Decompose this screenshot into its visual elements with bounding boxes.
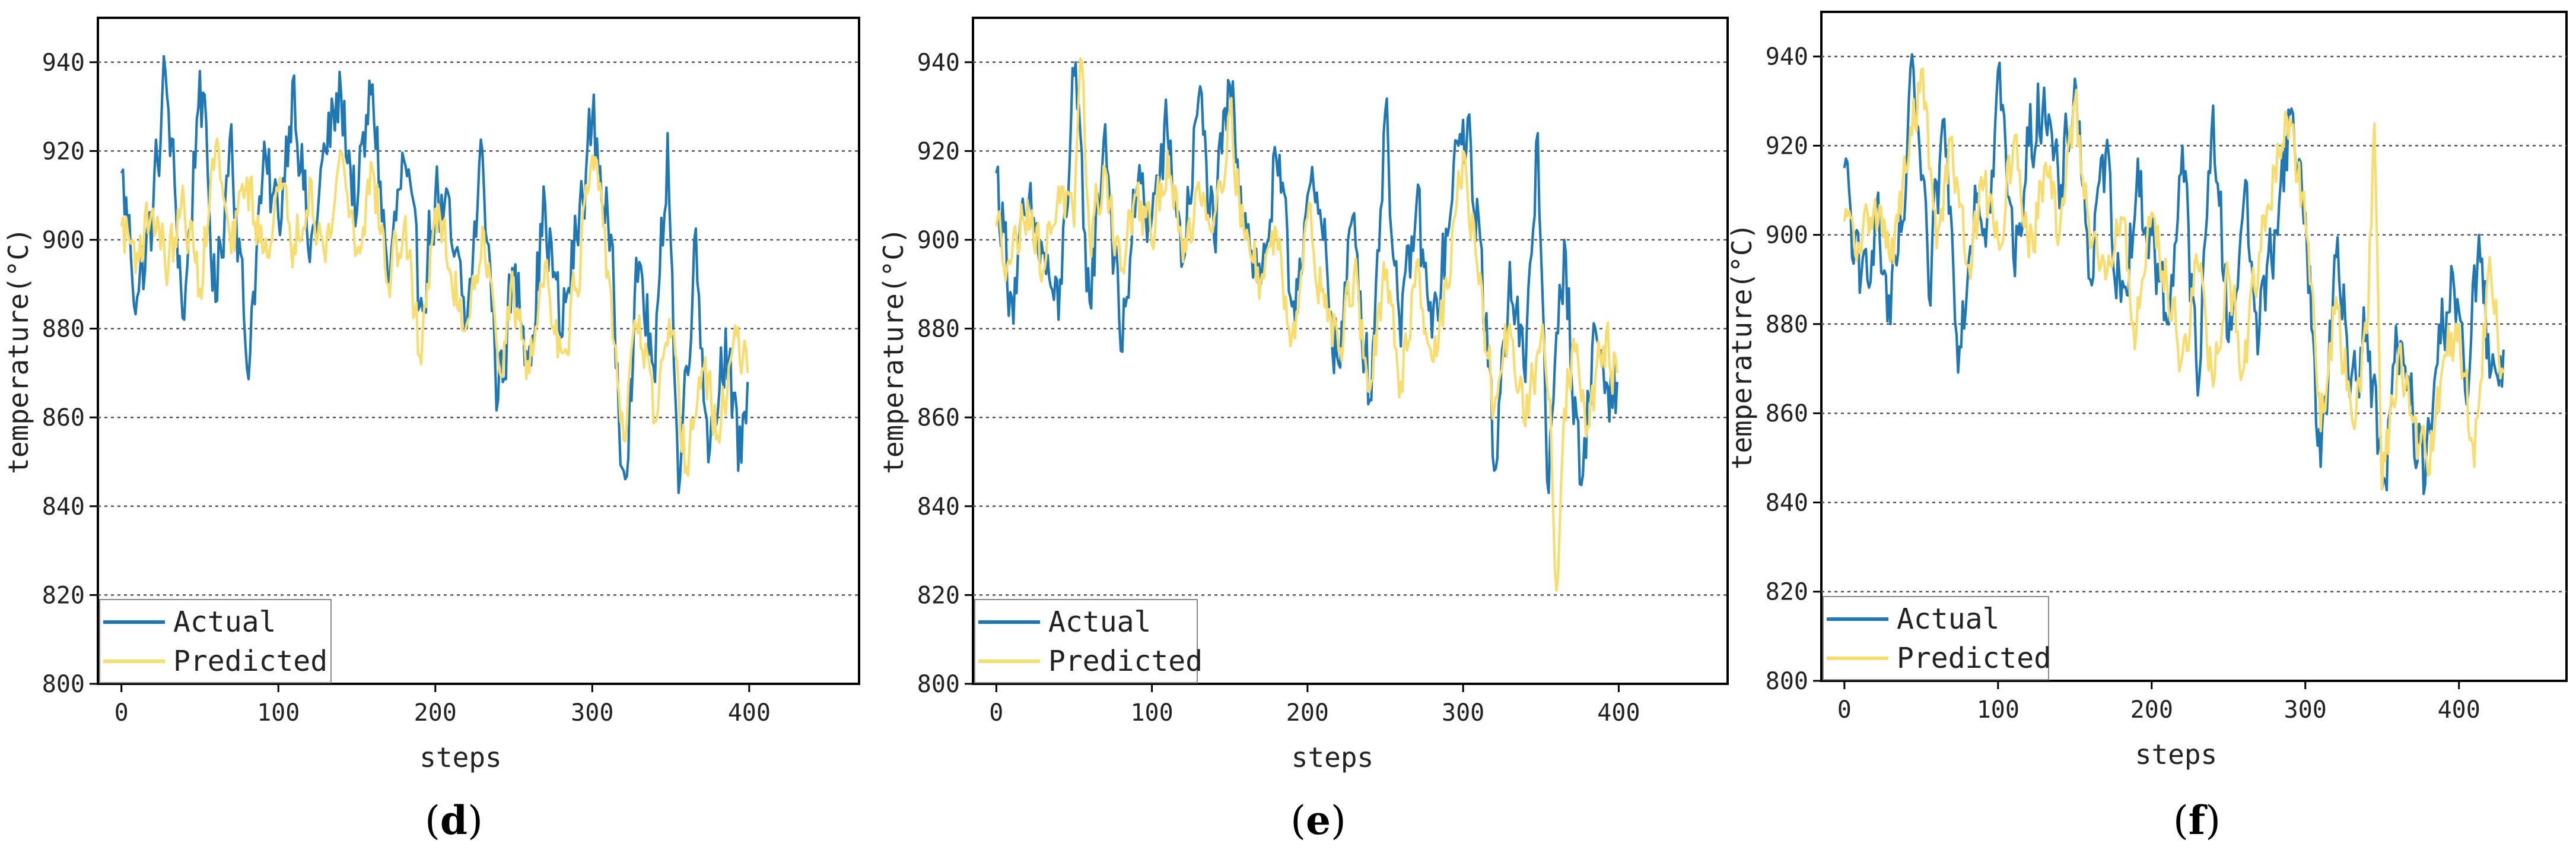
legend-box bbox=[974, 599, 1198, 683]
y-tick-label-940: 940 bbox=[42, 49, 85, 77]
series-layer bbox=[1843, 53, 2505, 496]
y-tick-label-820: 820 bbox=[917, 582, 960, 609]
y-tick-label-800: 800 bbox=[1766, 668, 1808, 695]
axis-ticks bbox=[965, 61, 1620, 692]
series-line-actual bbox=[1843, 53, 2505, 496]
legend-label-actual: Actual bbox=[1897, 603, 1999, 636]
x-tick-label-200: 200 bbox=[1286, 699, 1329, 727]
x-tick-label-300: 300 bbox=[2284, 696, 2327, 724]
plot-frame bbox=[972, 17, 1729, 685]
y-tick-label-820: 820 bbox=[42, 582, 85, 609]
x-tick-labels: 0 100 200 300 400 bbox=[1837, 696, 2480, 724]
panel-label: (d) bbox=[425, 797, 483, 844]
y-tick-label-860: 860 bbox=[1766, 400, 1808, 427]
y-tick-label-800: 800 bbox=[917, 671, 960, 698]
legend-label-actual: Actual bbox=[173, 605, 276, 639]
y-tick-label-920: 920 bbox=[917, 138, 960, 165]
plot-frame bbox=[97, 17, 860, 685]
chart-panel-d: 800 820 840 860 880 900 920 940 0 100 200 300 400 t… bbox=[2, 17, 860, 844]
y-tick-label-840: 840 bbox=[1766, 489, 1808, 516]
chart-panel-e: 800 820 840 860 880 900 920 940 0 100 200 300 400 t… bbox=[877, 17, 1729, 844]
legend: Actual Predicted bbox=[99, 599, 332, 683]
y-tick-label-920: 920 bbox=[1766, 132, 1808, 160]
panel-label: (e) bbox=[1290, 797, 1346, 844]
y-tick-label-940: 940 bbox=[1766, 43, 1808, 71]
legend: Actual Predicted bbox=[1823, 596, 2051, 680]
legend-label-predicted: Predicted bbox=[1897, 642, 2051, 675]
y-tick-label-860: 860 bbox=[917, 404, 960, 432]
axis-ticks bbox=[1813, 55, 2460, 689]
y-tick-label-800: 800 bbox=[42, 671, 85, 698]
y-tick-label-920: 920 bbox=[42, 138, 85, 165]
x-tick-labels: 0 100 200 300 400 bbox=[115, 699, 771, 727]
x-tick-label-100: 100 bbox=[257, 699, 300, 727]
x-axis-title: steps bbox=[419, 741, 501, 773]
y-axis-title: temperature(°C) bbox=[1726, 223, 1758, 470]
x-tick-labels: 0 100 200 300 400 bbox=[989, 699, 1640, 727]
y-tick-labels: 800 820 840 860 880 900 920 940 bbox=[1766, 43, 1808, 695]
y-tick-label-900: 900 bbox=[42, 227, 85, 254]
x-tick-label-200: 200 bbox=[414, 699, 457, 727]
series-line-predicted bbox=[1843, 67, 2505, 490]
y-tick-label-840: 840 bbox=[917, 493, 960, 521]
x-tick-label-400: 400 bbox=[2438, 696, 2480, 724]
legend-label-actual: Actual bbox=[1048, 605, 1151, 639]
legend: Actual Predicted bbox=[974, 599, 1203, 683]
series-line-actual bbox=[995, 61, 1618, 494]
legend-box bbox=[99, 599, 332, 683]
y-tick-label-880: 880 bbox=[42, 316, 85, 343]
series-layer bbox=[995, 57, 1618, 592]
x-tick-label-0: 0 bbox=[115, 699, 129, 727]
y-tick-label-860: 860 bbox=[42, 404, 85, 432]
gridlines bbox=[973, 61, 1728, 596]
y-tick-label-900: 900 bbox=[917, 227, 960, 254]
x-tick-label-400: 400 bbox=[728, 699, 771, 727]
y-tick-labels: 800 820 840 860 880 900 920 940 bbox=[917, 49, 960, 698]
legend-label-predicted: Predicted bbox=[173, 645, 327, 678]
x-axis-title: steps bbox=[1292, 741, 1373, 773]
x-axis-title: steps bbox=[2135, 738, 2217, 770]
y-tick-label-940: 940 bbox=[917, 49, 960, 77]
y-tick-label-820: 820 bbox=[1766, 579, 1808, 606]
x-tick-label-200: 200 bbox=[2130, 696, 2173, 724]
series-line-predicted bbox=[995, 57, 1618, 592]
series-layer bbox=[120, 55, 749, 494]
x-tick-label-400: 400 bbox=[1597, 699, 1640, 727]
y-tick-label-880: 880 bbox=[917, 316, 960, 343]
x-tick-label-300: 300 bbox=[1442, 699, 1484, 727]
x-tick-label-300: 300 bbox=[571, 699, 613, 727]
x-tick-label-0: 0 bbox=[1837, 696, 1852, 724]
y-tick-labels: 800 820 840 860 880 900 920 940 bbox=[42, 49, 85, 698]
chart-panel-f: 800 820 840 860 880 900 920 940 0 100 200 300 400 t… bbox=[1726, 11, 2568, 844]
y-axis-title: temperature(°C) bbox=[2, 227, 34, 474]
x-tick-label-100: 100 bbox=[1130, 699, 1173, 727]
y-tick-label-840: 840 bbox=[42, 493, 85, 521]
series-line-predicted bbox=[120, 137, 749, 477]
panel-label: (f) bbox=[2173, 797, 2221, 844]
y-axis-title: temperature(°C) bbox=[877, 227, 909, 474]
legend-box bbox=[1823, 596, 2049, 680]
y-tick-label-900: 900 bbox=[1766, 222, 1808, 249]
axis-ticks bbox=[90, 61, 750, 692]
x-tick-label-0: 0 bbox=[989, 699, 1003, 727]
y-tick-label-880: 880 bbox=[1766, 311, 1808, 338]
x-tick-label-100: 100 bbox=[1977, 696, 2020, 724]
legend-label-predicted: Predicted bbox=[1048, 645, 1203, 678]
